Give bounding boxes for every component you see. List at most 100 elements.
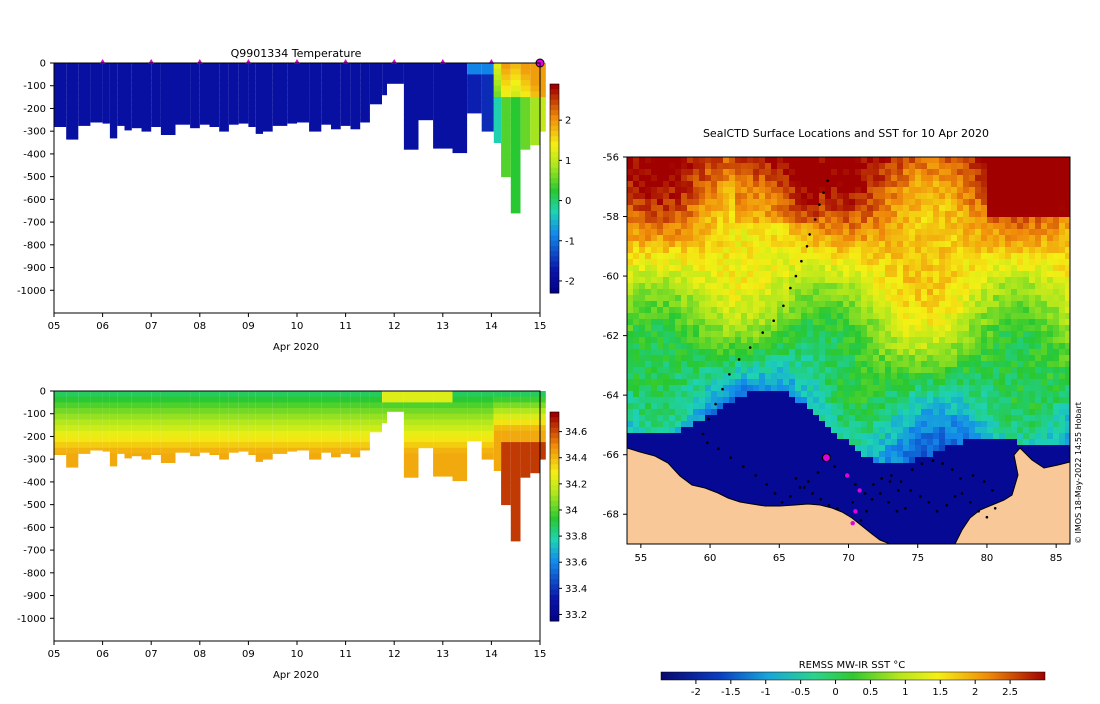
sst-cell [741,421,748,428]
section-cell [341,437,351,443]
sst-cell [897,235,904,242]
sst-cell [873,277,880,284]
sst-cell [813,403,820,410]
sst-cell [837,439,844,446]
sst-cell [945,247,952,254]
sst-cell [735,421,742,428]
sst-cell [909,301,916,308]
sst-cell [735,169,742,176]
sst-cell [651,313,658,320]
sst-cell [723,181,730,188]
sst-cell [627,427,634,434]
section-cell [540,419,546,425]
sst-cell [819,385,826,392]
sst-cell [771,355,778,362]
section-cell [176,109,191,115]
colorbar-segment [550,537,559,543]
sst-cell [729,445,736,452]
sst-cell [789,181,796,188]
sst-cell [1023,415,1030,422]
sst-cell [867,217,874,224]
sst-cell [1059,427,1066,434]
section-cell [210,425,220,431]
sst-cell [1023,265,1030,272]
section-cell [200,402,210,408]
sst-cell [765,241,772,248]
sst-cell [741,451,748,458]
sst-cell [993,391,1000,398]
sst-cell [885,157,892,164]
sst-cell [801,343,808,350]
section-cell [511,505,521,511]
sst-cell [963,241,970,248]
sst-cell [987,433,994,440]
sst-cell [963,361,970,368]
sst-cell [675,175,682,182]
sst-cell [903,301,910,308]
sst-cell [1035,217,1042,224]
sst-cell [909,181,916,188]
sst-cell [663,337,670,344]
sst-cell [999,253,1006,260]
sst-cell [861,307,868,314]
sst-cell [933,349,940,356]
section-cell [433,459,452,465]
sst-cell [1035,355,1042,362]
sst-cell [669,451,676,458]
sst-cell [657,451,664,458]
sst-cell [777,367,784,374]
sst-cell [657,283,664,290]
sst-cell [825,439,832,446]
sst-cell [939,271,946,278]
sst-cell [855,283,862,290]
section-cell [351,431,361,437]
section-cell [494,414,501,420]
sst-cell [873,403,880,410]
sst-cell [915,427,922,434]
section-cell [54,414,66,420]
sst-cell [1047,433,1054,440]
sst-cell [1023,301,1030,308]
section-cell [309,80,321,86]
sst-cell [633,367,640,374]
sst-cell [729,163,736,170]
sst-cell [711,409,718,416]
section-cell [511,414,521,420]
sst-cell [813,223,820,230]
section-cell [309,86,321,92]
colorbar-segment [550,121,559,127]
sst-cell [999,385,1006,392]
sst-cell [753,445,760,452]
sst-cell [699,157,706,164]
sst-cell [735,367,742,374]
sst-cell [837,391,844,398]
sst-cell [771,247,778,254]
sst-cell [753,397,760,404]
section-cell [540,91,546,97]
sst-cell [633,325,640,332]
section-cell [256,431,263,437]
sst-cell [897,445,904,452]
section-cell [511,171,521,177]
sst-cell [963,205,970,212]
sst-cell [657,241,664,248]
sst-cell [903,349,910,356]
sst-cell [999,331,1006,338]
sst-cell [975,361,982,368]
section-cell [210,80,220,86]
section-cell [494,459,501,465]
sst-cell [1017,223,1024,230]
sst-cell [975,415,982,422]
sst-cell [861,409,868,416]
colorbar-segment [550,178,559,184]
sst-cell [765,331,772,338]
sst-cell [801,223,808,230]
sst-cell [777,319,784,326]
sst-cell [957,331,964,338]
sst-cell [999,259,1006,266]
sst-cell [993,217,1000,224]
sst-cell [681,199,688,206]
sst-cell [831,385,838,392]
sst-cell [747,283,754,290]
sst-cell [699,235,706,242]
